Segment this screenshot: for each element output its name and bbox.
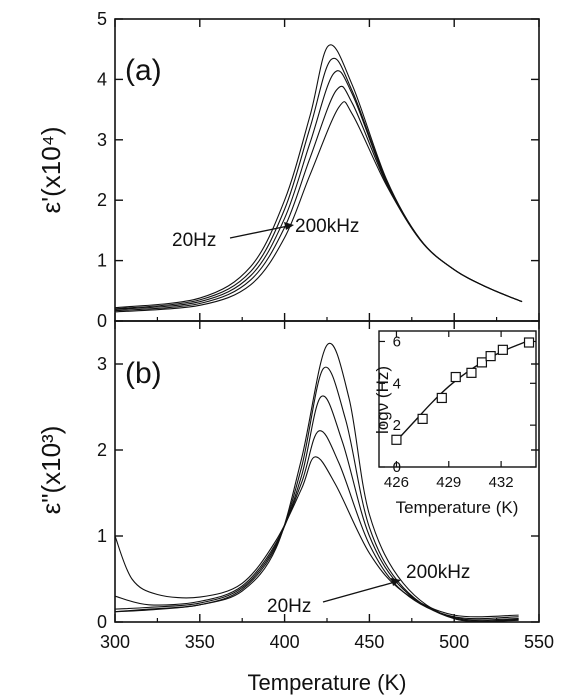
panel-b-annotation-from: 20Hz [267,596,311,617]
inset-point-8 [523,337,535,348]
panel-a-series-3 [114,85,523,312]
panel-a-ylabel: ε'(x10⁴) [36,127,66,214]
panel-b-ylabel: ε"(x10³) [36,426,66,515]
panel-a-series-0 [114,44,523,309]
inset-ylabel: logν (Hz) [373,366,392,434]
inset-point-7 [497,344,508,355]
inset-xtick-label-0: 426 [384,474,409,491]
panel-a-series-1 [114,57,523,310]
inset-point-3 [450,371,461,383]
panel-a-ticks: 0 1 2 3 4 5 [97,9,540,331]
panel-a-annotation-from: 20Hz [172,230,216,251]
inset-ytick-label-2: 4 [393,375,401,392]
panel-b-xtick-label-1: 350 [185,632,215,652]
inset-ticks: 426 429 432 0 2 4 6 [379,331,536,491]
inset-point-1 [417,413,428,424]
panel-b-xtick-label-4: 500 [439,632,469,652]
panel-b-xtick-label-5: 550 [524,632,554,652]
inset-point-0 [391,434,402,445]
panel-b-series-2 [114,395,519,621]
inset-frame [378,330,537,468]
panel-a-label: (a) [125,54,162,87]
panel-b-ytick-label-1: 1 [97,526,107,546]
panel-a-annotation-arrow [229,225,289,239]
panel-a-curves [114,44,523,313]
panel-b-annotation-to: 200kHz [406,562,470,583]
inset-point-5 [476,357,488,368]
panel-b-ytick-label-3: 3 [97,354,107,374]
panel-a-ytick-label-4: 4 [97,69,107,89]
panel-a-ytick-label-5: 5 [97,9,107,29]
panel-a-ytick-label-2: 2 [97,190,107,210]
panel-a-annotation-to: 200kHz [295,216,359,237]
inset-xlabel: Temperature (K) [396,498,519,517]
inset-point-2 [436,392,447,404]
inset-ytick-label-0: 0 [393,459,401,476]
panel-b-annotation-arrow [322,581,396,603]
inset-xtick-label-2: 432 [489,474,514,491]
panel-b-xtick-label-3: 450 [354,632,384,652]
panel-b-ytick-label-2: 2 [97,440,107,460]
panel-b-label: (b) [125,357,162,390]
panel-b-xtick-label-0: 300 [100,632,130,652]
inset-xtick-label-1: 429 [436,474,461,491]
panel-b-arrowhead [391,578,401,586]
panel-a-arrowhead [284,222,294,230]
panel-b-ytick-label-0: 0 [97,612,107,632]
panel-a-series-4 [114,101,523,313]
inset-ytick-label-1: 2 [393,417,401,434]
panel-b-ticks: 300 350 400 450 500 550 0 1 2 3 [97,321,554,652]
panel-a-ytick-label-0: 0 [97,311,107,331]
inset-plot [391,337,535,445]
panel-a-frame [114,18,540,322]
panel-b-series-1 [114,430,519,620]
panel-b-curves [114,342,519,623]
panel-b-xtick-label-2: 400 [270,632,300,652]
x-axis-title: Temperature (K) [248,670,407,695]
panel-a-ytick-label-1: 1 [97,251,107,271]
panel-a-ytick-label-3: 3 [97,130,107,150]
inset-ytick-label-3: 6 [393,333,401,350]
inset-point-4 [466,367,477,378]
panel-b-series-4 [114,342,519,623]
inset-point-6 [485,351,496,362]
